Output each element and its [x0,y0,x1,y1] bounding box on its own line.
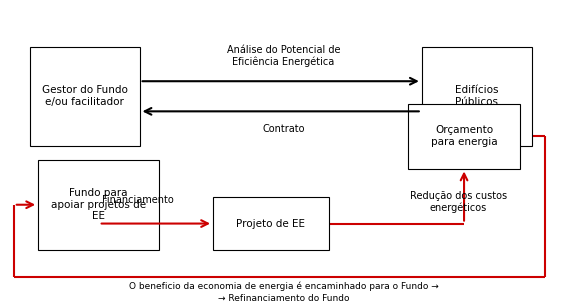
FancyBboxPatch shape [38,160,159,250]
FancyBboxPatch shape [29,47,139,146]
Text: Edifícios
Públicos: Edifícios Públicos [455,85,498,107]
Text: Orçamento
para energia: Orçamento para energia [431,125,497,147]
Text: O beneficio da economia de energia é encaminhado para o Fundo →: O beneficio da economia de energia é enc… [129,281,438,291]
Text: Contrato: Contrato [263,124,304,135]
Text: Financiamento: Financiamento [101,196,174,206]
Text: Análise do Potencial de
Eficiência Energética: Análise do Potencial de Eficiência Energ… [227,45,340,67]
Text: Projeto de EE: Projeto de EE [236,219,305,228]
FancyBboxPatch shape [213,197,329,250]
Text: Fundo para
apoiar projetos de
EE: Fundo para apoiar projetos de EE [51,188,146,221]
FancyBboxPatch shape [408,104,521,169]
Text: → Refinanciamento do Fundo: → Refinanciamento do Fundo [218,294,349,303]
FancyBboxPatch shape [422,47,532,146]
Text: Redução dos custos
energéticos: Redução dos custos energéticos [410,191,507,213]
Text: Gestor do Fundo
e/ou facilitador: Gestor do Fundo e/ou facilitador [41,85,128,107]
